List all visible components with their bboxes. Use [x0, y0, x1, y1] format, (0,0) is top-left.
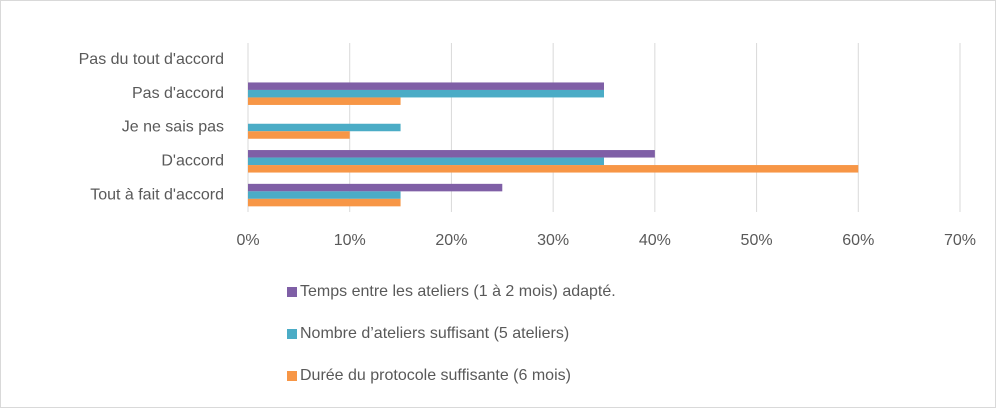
x-tick-label: 0%: [236, 232, 259, 249]
bar: [248, 82, 604, 90]
legend-label: Durée du protocole suffisante (6 mois): [300, 367, 571, 384]
bar: [248, 89, 604, 98]
legend-swatch: [287, 329, 297, 339]
bar: [248, 131, 350, 139]
x-tick-label: 50%: [741, 232, 773, 249]
bar: [248, 191, 401, 199]
y-tick-label: D'accord: [161, 153, 224, 170]
legend-swatch: [287, 287, 297, 297]
x-tick-label: 60%: [842, 232, 874, 249]
x-tick-label: 40%: [639, 232, 671, 249]
bar: [248, 97, 401, 105]
legend-swatch: [287, 371, 297, 381]
x-tick-label: 20%: [435, 232, 467, 249]
bar: [248, 183, 503, 192]
x-tick-label: 30%: [537, 232, 569, 249]
bar: [248, 123, 401, 132]
x-tick-label: 70%: [944, 232, 976, 249]
bar: [248, 157, 604, 166]
x-tick-label: 10%: [334, 232, 366, 249]
bar: [248, 150, 655, 158]
legend-label: Temps entre les ateliers (1 à 2 mois) ad…: [300, 283, 616, 300]
bar: [248, 198, 401, 207]
y-tick-label: Pas du tout d'accord: [79, 51, 224, 68]
y-tick-label: Pas d'accord: [132, 85, 224, 102]
legend-label: Nombre d’ateliers suffisant (5 ateliers): [300, 325, 569, 342]
y-tick-label: Je ne sais pas: [122, 119, 224, 136]
bar: [248, 165, 859, 173]
y-tick-label: Tout à fait d'accord: [90, 186, 224, 203]
